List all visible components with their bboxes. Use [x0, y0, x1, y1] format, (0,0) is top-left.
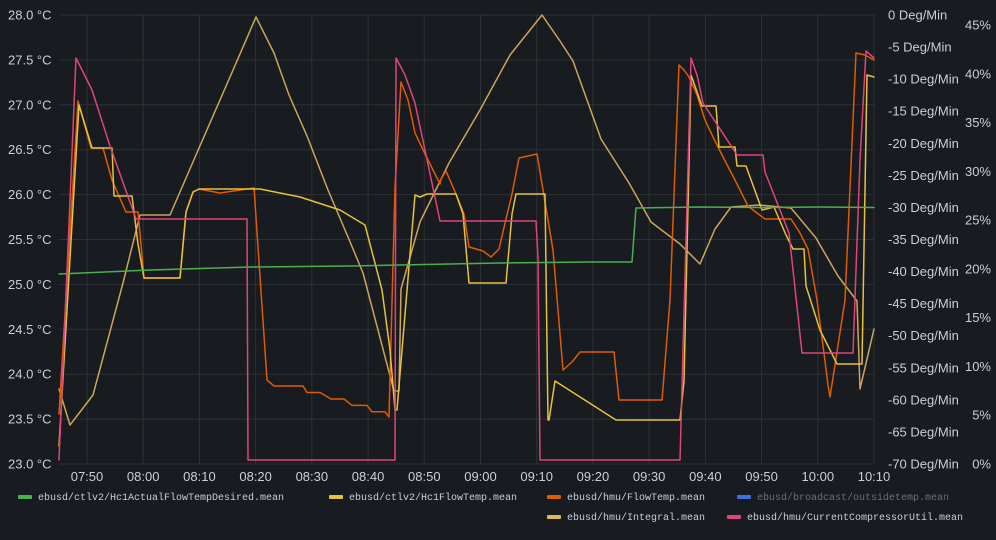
svg-text:-40 Deg/Min: -40 Deg/Min — [888, 264, 959, 279]
svg-text:-10 Deg/Min: -10 Deg/Min — [888, 72, 959, 87]
svg-text:08:30: 08:30 — [296, 469, 329, 484]
svg-text:28.0 °C: 28.0 °C — [8, 8, 52, 23]
svg-text:25.0 °C: 25.0 °C — [8, 277, 52, 292]
svg-text:-5 Deg/Min: -5 Deg/Min — [888, 40, 952, 55]
svg-text:08:10: 08:10 — [183, 469, 216, 484]
svg-text:15%: 15% — [965, 310, 991, 325]
svg-text:09:50: 09:50 — [745, 469, 778, 484]
svg-text:5%: 5% — [972, 408, 991, 423]
svg-text:08:20: 08:20 — [239, 469, 272, 484]
svg-text:09:40: 09:40 — [689, 469, 722, 484]
svg-text:-30 Deg/Min: -30 Deg/Min — [888, 200, 959, 215]
svg-text:-50 Deg/Min: -50 Deg/Min — [888, 328, 959, 343]
svg-text:27.5 °C: 27.5 °C — [8, 52, 52, 67]
svg-text:23.0 °C: 23.0 °C — [8, 457, 52, 472]
svg-text:-65 Deg/Min: -65 Deg/Min — [888, 424, 959, 439]
svg-text:08:40: 08:40 — [352, 469, 385, 484]
svg-text:24.5 °C: 24.5 °C — [8, 322, 52, 337]
svg-text:-45 Deg/Min: -45 Deg/Min — [888, 296, 959, 311]
svg-text:26.0 °C: 26.0 °C — [8, 187, 52, 202]
svg-text:-25 Deg/Min: -25 Deg/Min — [888, 168, 959, 183]
svg-text:25.5 °C: 25.5 °C — [8, 232, 52, 247]
svg-text:08:00: 08:00 — [127, 469, 160, 484]
svg-text:07:50: 07:50 — [71, 469, 104, 484]
svg-text:08:50: 08:50 — [408, 469, 441, 484]
svg-text:20%: 20% — [965, 261, 991, 276]
svg-text:09:10: 09:10 — [520, 469, 553, 484]
svg-text:35%: 35% — [965, 115, 991, 130]
svg-text:-35 Deg/Min: -35 Deg/Min — [888, 232, 959, 247]
svg-text:0 Deg/Min: 0 Deg/Min — [888, 8, 947, 23]
svg-text:-70 Deg/Min: -70 Deg/Min — [888, 457, 959, 472]
svg-text:09:20: 09:20 — [577, 469, 610, 484]
svg-text:25%: 25% — [965, 213, 991, 228]
svg-text:09:00: 09:00 — [464, 469, 497, 484]
svg-text:-15 Deg/Min: -15 Deg/Min — [888, 104, 959, 119]
svg-text:30%: 30% — [965, 164, 991, 179]
svg-text:23.5 °C: 23.5 °C — [8, 412, 52, 427]
svg-text:-55 Deg/Min: -55 Deg/Min — [888, 360, 959, 375]
svg-text:27.0 °C: 27.0 °C — [8, 97, 52, 112]
svg-text:26.5 °C: 26.5 °C — [8, 142, 52, 157]
svg-text:10:10: 10:10 — [858, 469, 891, 484]
svg-text:09:30: 09:30 — [633, 469, 666, 484]
svg-text:10:00: 10:00 — [802, 469, 835, 484]
svg-text:-60 Deg/Min: -60 Deg/Min — [888, 392, 959, 407]
svg-text:40%: 40% — [965, 66, 991, 81]
svg-text:24.0 °C: 24.0 °C — [8, 367, 52, 382]
svg-text:0%: 0% — [972, 457, 991, 472]
svg-text:10%: 10% — [965, 359, 991, 374]
svg-text:-20 Deg/Min: -20 Deg/Min — [888, 136, 959, 151]
svg-text:45%: 45% — [965, 18, 991, 33]
